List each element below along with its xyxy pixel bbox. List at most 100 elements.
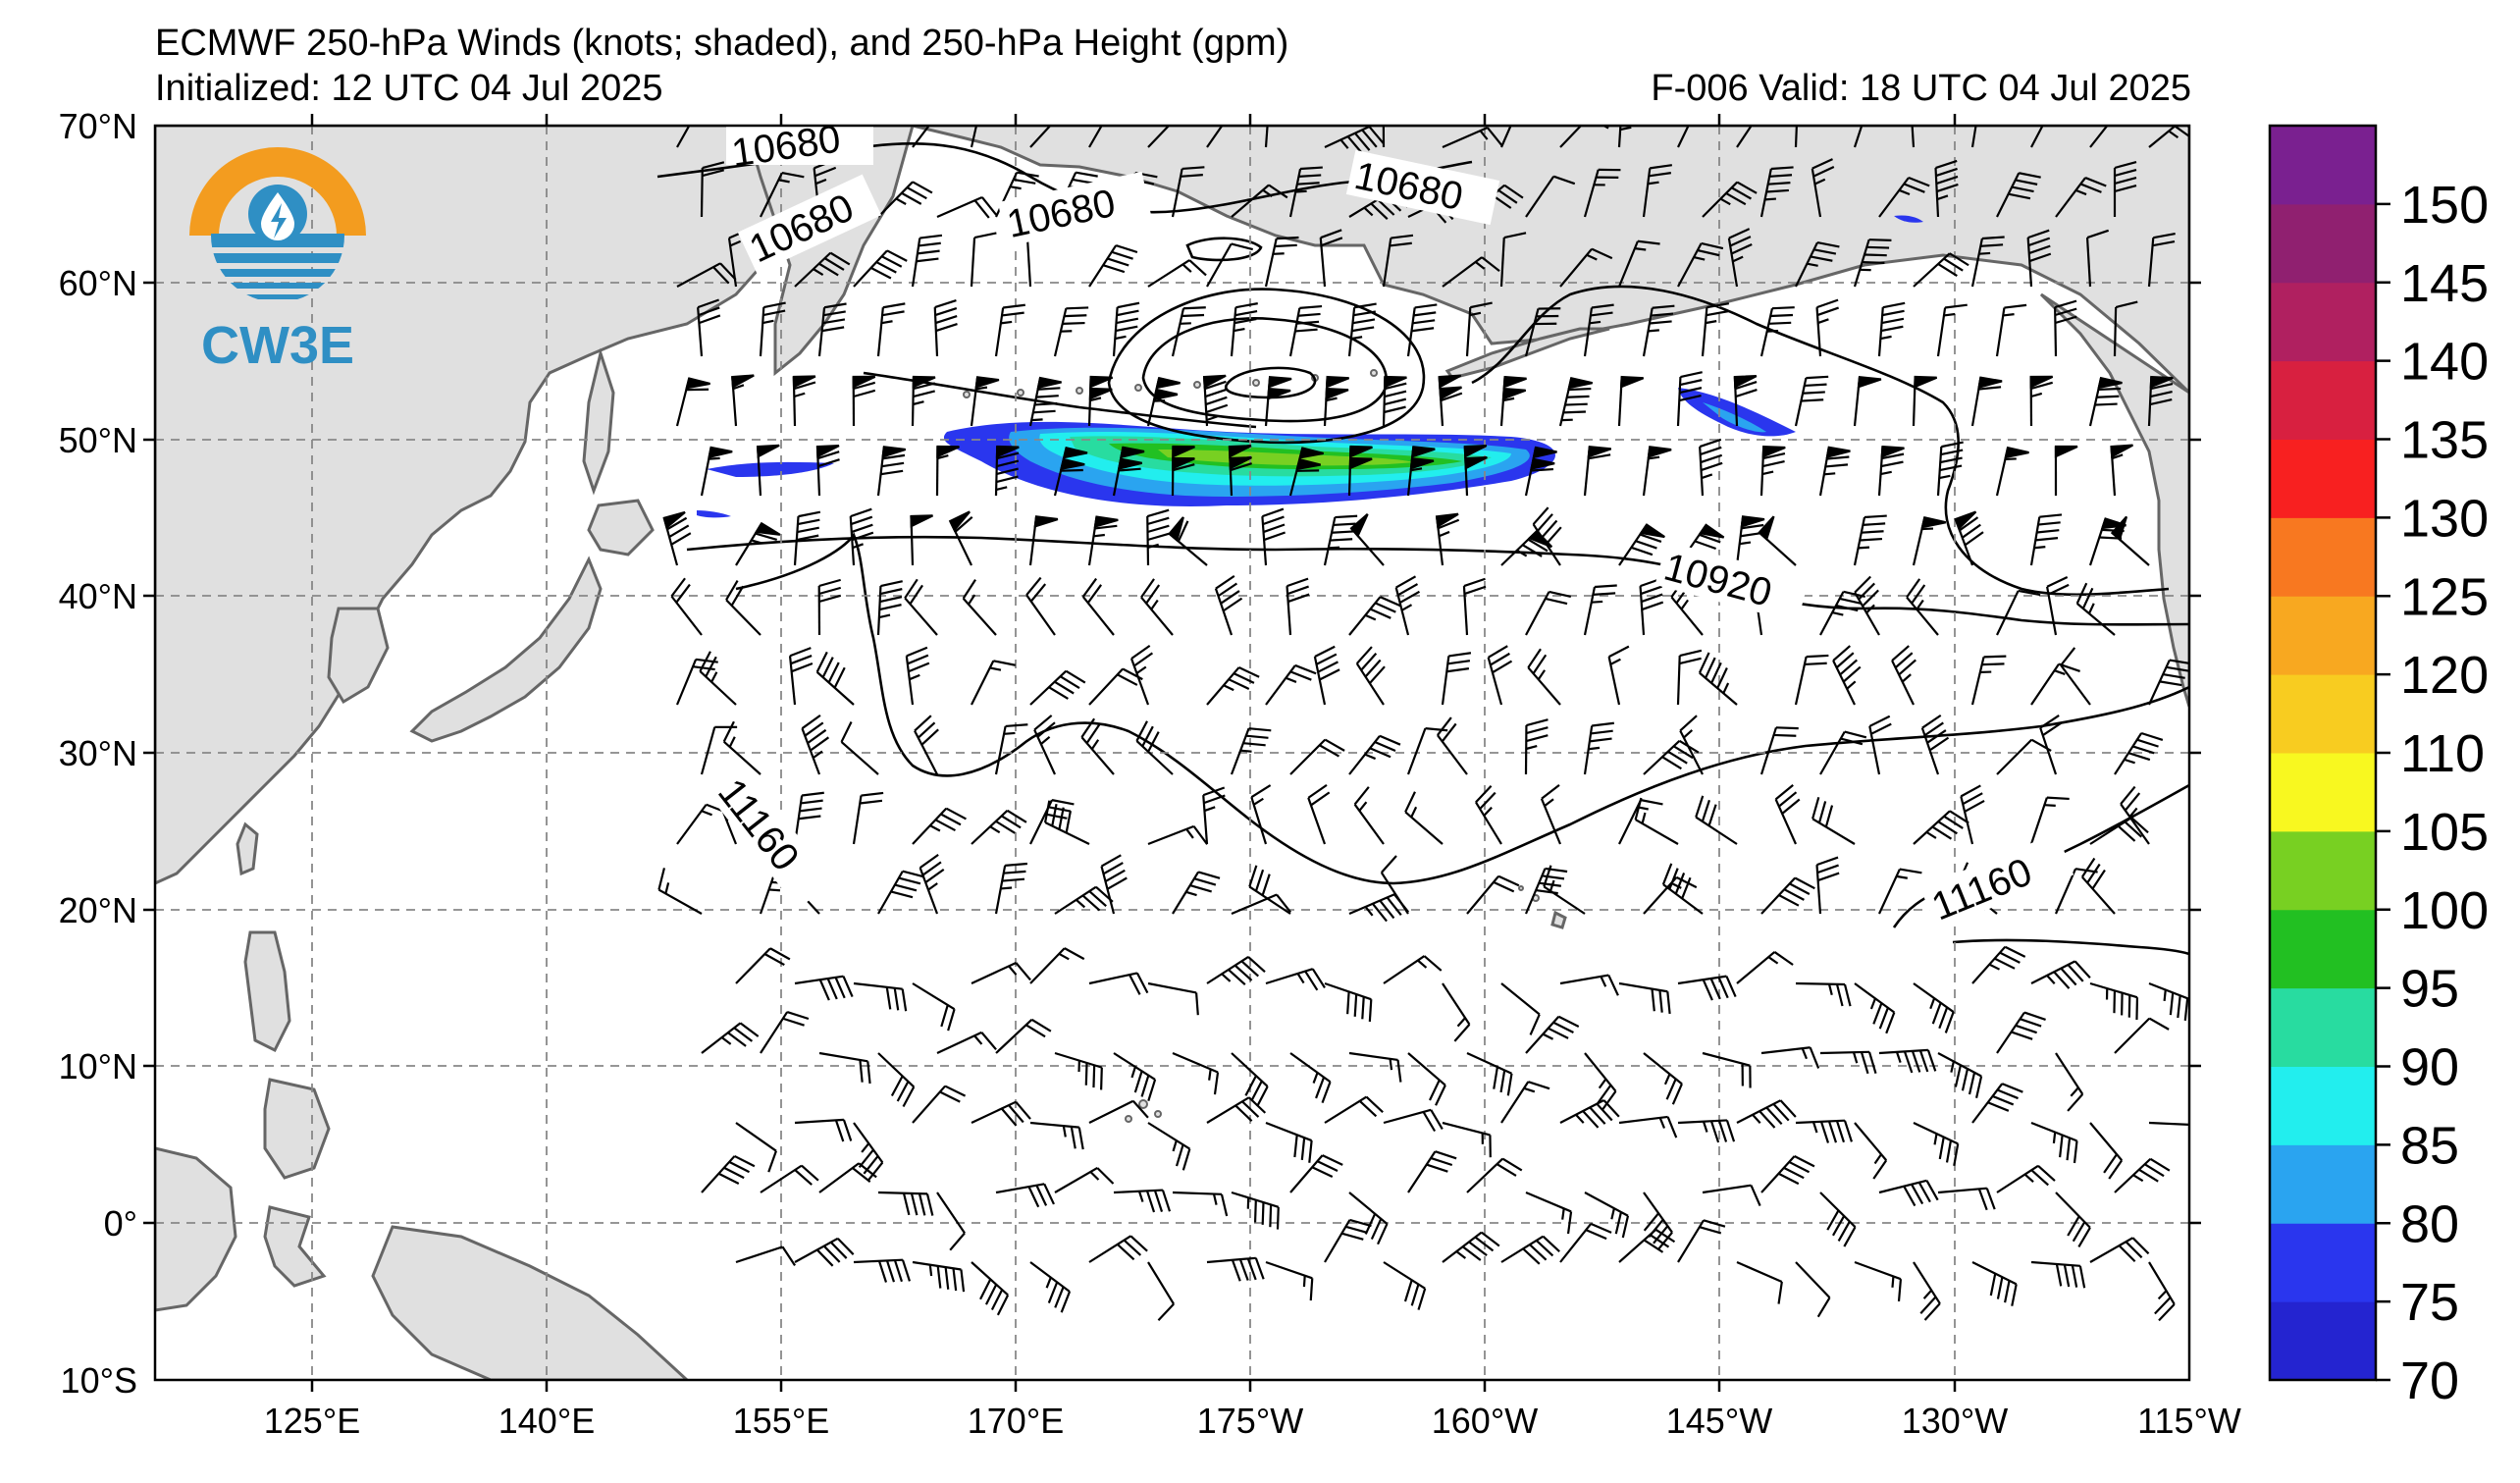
wind-barb (970, 232, 997, 288)
wind-barb (1854, 575, 1880, 636)
wind-barb (877, 181, 933, 218)
wind-barb (1759, 166, 1794, 218)
logo-ring-icon (189, 147, 366, 236)
wind-barb (1878, 1179, 1939, 1207)
wind-barb (1970, 236, 2005, 288)
wind-barb (912, 1260, 966, 1293)
sulawesi (263, 1205, 327, 1288)
wind-barb (735, 947, 791, 984)
wind-barb (1679, 715, 1704, 775)
wind-barb (1087, 515, 1119, 566)
wind-barb (1407, 1150, 1457, 1193)
wind-barb (912, 807, 967, 845)
wind-barb (1736, 1260, 1783, 1304)
wind-barb (1025, 576, 1056, 636)
wind-barb (1643, 1052, 1683, 1105)
wind-barb (1499, 375, 1527, 427)
wind-barb (1033, 715, 1056, 775)
colorbar-tick-label: 140 (2400, 333, 2489, 392)
wind-barb (1912, 375, 1938, 427)
wind-barb (876, 446, 907, 497)
wind-barb (815, 651, 855, 706)
wind-barb (933, 299, 958, 357)
wind-barb (1559, 1099, 1620, 1129)
wind-barb (801, 714, 830, 775)
wind-barb (1500, 1235, 1560, 1265)
wind-barb (877, 1191, 934, 1216)
wind-barb (1618, 523, 1665, 566)
wind-barb (1584, 1052, 1617, 1110)
wind-barb (2030, 960, 2091, 989)
wind-barb (1759, 726, 1799, 775)
wind-barb (971, 961, 1031, 984)
wind-barb (1643, 1192, 1673, 1251)
wind-barb (1112, 301, 1140, 357)
wind-barb (1795, 1261, 1831, 1318)
wind-barb (1642, 446, 1672, 497)
wind-barb (2075, 582, 2116, 636)
wind-barb (2089, 1237, 2150, 1263)
wind-barb (1677, 1119, 1736, 1143)
wind-barb (2080, 857, 2116, 915)
wind-barb (2110, 444, 2133, 497)
colorbar-cell (2270, 596, 2376, 675)
wind-barb (1676, 371, 1703, 427)
lat-label-10s: 10°S (61, 1360, 137, 1401)
wind-barb (1853, 126, 1864, 148)
wind-barb (792, 375, 816, 427)
asia-mainland (155, 126, 866, 885)
wind-barb (852, 375, 876, 427)
contour-low-inner (1224, 366, 1317, 399)
wind-barb (853, 981, 908, 1012)
wind-barb (1382, 234, 1414, 288)
wind-barb (1172, 871, 1221, 915)
wind-barb (1677, 1219, 1726, 1263)
wind-barb (2030, 1121, 2078, 1164)
wind-barb (971, 1261, 1010, 1316)
wind-barb (1264, 126, 1269, 148)
wind-barb (700, 725, 738, 775)
wind-barb (1970, 126, 1977, 148)
wind-barb (1818, 446, 1851, 497)
wind-barb (1202, 374, 1229, 427)
wind-barb (1383, 1108, 1444, 1133)
contour-10800-west (863, 371, 1257, 429)
wind-barb (994, 303, 1025, 357)
wind-barb (1168, 516, 1208, 566)
wind-barb (904, 578, 938, 636)
colorbar-cell (2270, 1144, 2376, 1224)
wind-barb (1701, 302, 1730, 357)
wind-barb (853, 1258, 912, 1283)
aleutian-islands (963, 369, 1540, 1123)
wind-barb (1288, 166, 1323, 218)
hokkaido (587, 499, 655, 556)
wind-barb (2089, 126, 2122, 148)
wind-barb (1146, 376, 1181, 427)
wind-barb (1559, 1222, 1612, 1263)
wind-barb (1080, 717, 1115, 775)
wind-barb (2088, 376, 2123, 427)
wind-barb (1642, 164, 1673, 218)
wind-barb (1811, 158, 1835, 218)
wind-barb (912, 982, 956, 1032)
lat-label-20n: 20°N (59, 890, 137, 930)
wind-barb (1382, 375, 1407, 427)
wind-barb (1231, 893, 1292, 916)
wind-barb (2060, 647, 2091, 706)
wind-barb (1954, 510, 1984, 566)
wind-barb (1877, 445, 1905, 497)
wind-barb (1971, 1083, 2023, 1124)
wind-barb (1355, 646, 1386, 706)
wind-barb (1323, 375, 1350, 427)
wind-barb (1228, 445, 1252, 497)
lon-label-145w: 145°W (1666, 1401, 1772, 1441)
logo-text: CW3E (201, 316, 354, 375)
contour-low-center-cell (1185, 237, 1263, 262)
wind-barb (2055, 177, 2107, 218)
wind-barb (2114, 731, 2164, 775)
wind-barb (1466, 874, 1520, 915)
wind-barb (1054, 1051, 1103, 1090)
wind-barb (1524, 718, 1549, 775)
wind-barb (1853, 238, 1892, 288)
wind-barb (1868, 715, 1892, 775)
